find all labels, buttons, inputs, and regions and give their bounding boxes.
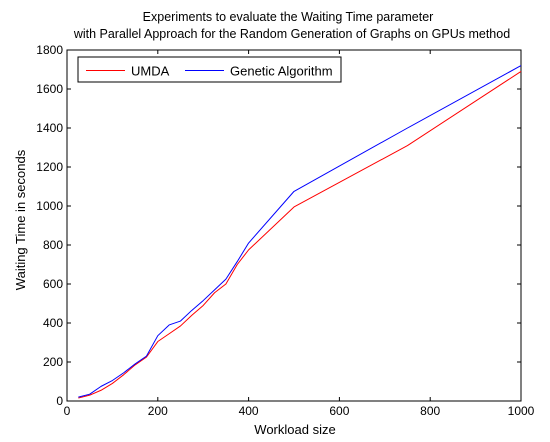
chart-title-line-2: with Parallel Approach for the Random Ge…: [73, 27, 510, 41]
y-tick-label: 1000: [36, 199, 63, 213]
y-tick-label: 400: [43, 316, 63, 330]
chart-title-line-1: Experiments to evaluate the Waiting Time…: [143, 10, 434, 24]
y-tick-label: 1200: [36, 160, 63, 174]
x-axis-label: Workload size: [254, 422, 335, 437]
series-line-genetic-algorithm: [78, 65, 522, 398]
y-tick-label: 1800: [36, 43, 63, 57]
plot-frame: [66, 49, 522, 402]
x-tick-label: 800: [420, 404, 440, 418]
y-tick-label: 1400: [36, 121, 63, 135]
series-line-umda: [78, 71, 522, 399]
y-tick-label: 200: [43, 355, 63, 369]
legend-label-umda: UMDA: [131, 64, 170, 79]
y-tick-label: 800: [43, 238, 63, 252]
x-tick-label: 400: [239, 404, 259, 418]
y-tick-label: 600: [43, 277, 63, 291]
legend-box: [77, 56, 342, 83]
y-tick-label: 0: [56, 394, 63, 408]
x-tick-label: 600: [329, 404, 349, 418]
y-tick-label: 1600: [36, 82, 63, 96]
legend-label-genetic-algorithm: Genetic Algorithm: [230, 64, 333, 79]
x-tick-label: 200: [148, 404, 168, 418]
y-axis-label: Waiting Time in seconds: [13, 149, 28, 290]
x-tick-label: 1000: [508, 404, 535, 418]
x-tick-label: 0: [64, 404, 71, 418]
